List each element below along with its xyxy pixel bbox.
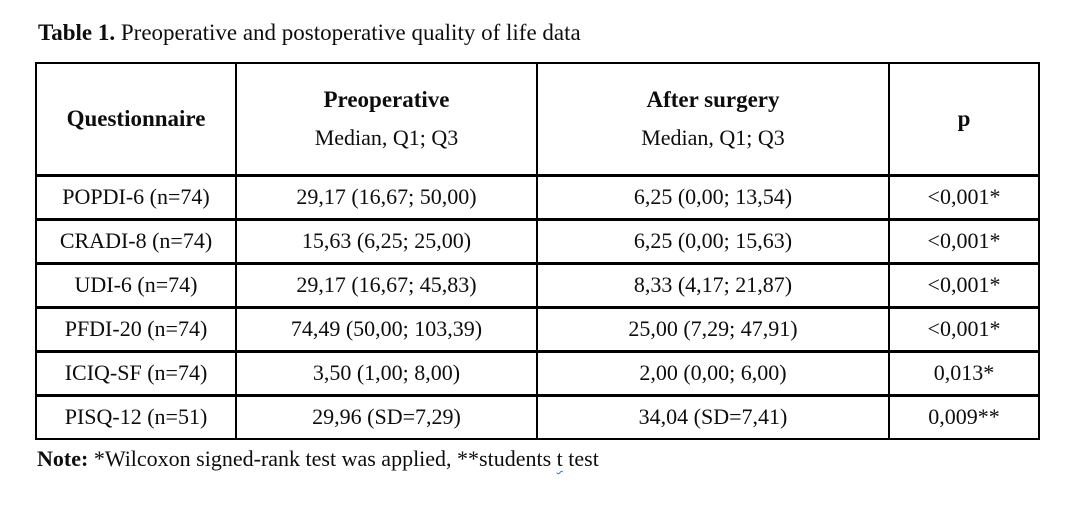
footnote-spellcheck-word: t (556, 446, 563, 471)
preoperative-header-label: Preoperative (323, 87, 450, 113)
p-value-cell: <0,001* (888, 261, 1040, 308)
preoperative-cell: 3,50 (1,00; 8,00) (235, 349, 538, 396)
quality-of-life-table: Questionnaire Preoperative Median, Q1; Q… (35, 62, 1040, 440)
table-caption: Table 1. Preoperative and postoperative … (38, 20, 581, 46)
table-caption-text: Preoperative and postoperative quality o… (120, 20, 581, 45)
footnote-label: Note: (37, 446, 89, 471)
after-surgery-cell: 6,25 (0,00; 13,54) (536, 173, 890, 220)
p-value-cell: 0,009** (888, 393, 1040, 440)
after-surgery-cell: 25,00 (7,29; 47,91) (536, 305, 890, 352)
preoperative-header-subtitle: Median, Q1; Q3 (314, 125, 459, 151)
questionnaire-cell: CRADI-8 (n=74) (35, 217, 237, 264)
footnote-text-end: test (568, 446, 599, 471)
preoperative-cell: 29,17 (16,67; 50,00) (235, 173, 538, 220)
after-surgery-cell: 34,04 (SD=7,41) (536, 393, 890, 440)
footnote-text: *Wilcoxon signed-rank test was applied, … (93, 446, 552, 471)
header-row: Questionnaire Preoperative Median, Q1; Q… (35, 62, 1040, 176)
table-row: CRADI-8 (n=74) 15,63 (6,25; 25,00) 6,25 … (35, 217, 1040, 264)
table-row: UDI-6 (n=74) 29,17 (16,67; 45,83) 8,33 (… (35, 261, 1040, 308)
table-caption-label: Table 1. (38, 20, 116, 45)
column-header-p: p (888, 62, 1040, 176)
table-row: POPDI-6 (n=74) 29,17 (16,67; 50,00) 6,25… (35, 173, 1040, 220)
p-value-cell: <0,001* (888, 305, 1040, 352)
column-header-questionnaire: Questionnaire (35, 62, 237, 176)
preoperative-cell: 74,49 (50,00; 103,39) (235, 305, 538, 352)
preoperative-cell: 29,96 (SD=7,29) (235, 393, 538, 440)
questionnaire-cell: UDI-6 (n=74) (35, 261, 237, 308)
questionnaire-cell: PISQ-12 (n=51) (35, 393, 237, 440)
questionnaire-header-label: Questionnaire (66, 105, 206, 131)
column-header-after-surgery: After surgery Median, Q1; Q3 (536, 62, 890, 176)
after-surgery-cell: 2,00 (0,00; 6,00) (536, 349, 890, 396)
p-value-cell: 0,013* (888, 349, 1040, 396)
after-surgery-header-label: After surgery (646, 87, 780, 113)
table-row: PFDI-20 (n=74) 74,49 (50,00; 103,39) 25,… (35, 305, 1040, 352)
p-value-cell: <0,001* (888, 173, 1040, 220)
preoperative-cell: 15,63 (6,25; 25,00) (235, 217, 538, 264)
p-header-label: p (957, 105, 971, 131)
questionnaire-cell: PFDI-20 (n=74) (35, 305, 237, 352)
column-header-preoperative: Preoperative Median, Q1; Q3 (235, 62, 538, 176)
table-row: ICIQ-SF (n=74) 3,50 (1,00; 8,00) 2,00 (0… (35, 349, 1040, 396)
questionnaire-cell: POPDI-6 (n=74) (35, 173, 237, 220)
after-surgery-header-subtitle: Median, Q1; Q3 (641, 125, 785, 151)
p-value-cell: <0,001* (888, 217, 1040, 264)
table-footnote: Note: *Wilcoxon signed-rank test was app… (37, 446, 599, 472)
table-row: PISQ-12 (n=51) 29,96 (SD=7,29) 34,04 (SD… (35, 393, 1040, 440)
after-surgery-cell: 8,33 (4,17; 21,87) (536, 261, 890, 308)
preoperative-cell: 29,17 (16,67; 45,83) (235, 261, 538, 308)
questionnaire-cell: ICIQ-SF (n=74) (35, 349, 237, 396)
after-surgery-cell: 6,25 (0,00; 15,63) (536, 217, 890, 264)
